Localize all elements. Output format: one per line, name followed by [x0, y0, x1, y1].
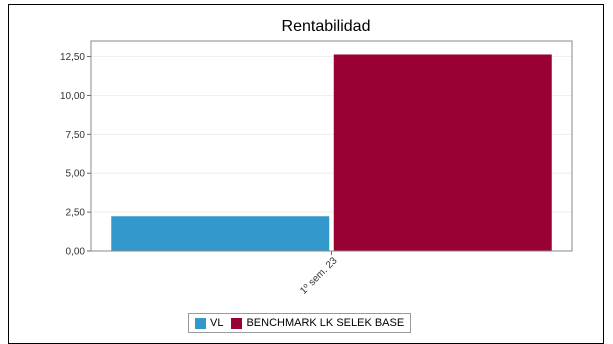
y-tick-label: 10,00 [60, 91, 85, 102]
y-tick-label: 7,50 [66, 130, 86, 141]
legend: VL BENCHMARK LK SELEK BASE [188, 313, 412, 333]
y-tick-label: 12,50 [60, 52, 85, 63]
legend-label: BENCHMARK LK SELEK BASE [246, 317, 405, 329]
legend-swatch [195, 317, 206, 329]
x-tick-label: 1º sem. 23 [298, 255, 340, 297]
legend-item: VL [195, 317, 223, 329]
legend-label: VL [210, 317, 224, 329]
legend-item: BENCHMARK LK SELEK BASE [231, 317, 404, 329]
bar-benchmark [333, 53, 553, 252]
chart-title: Rentabilidad [282, 18, 371, 35]
plot-border [90, 40, 573, 252]
legend-swatch [231, 317, 243, 329]
plot-area: 0,00 2,50 5,00 7,50 10,00 12,50 1º sem. 23 [60, 40, 573, 297]
y-tick-label: 5,00 [66, 169, 86, 180]
y-tick-label: 0,00 [66, 247, 86, 258]
y-tick-label: 2,50 [66, 208, 86, 219]
bar-vl [110, 215, 330, 252]
